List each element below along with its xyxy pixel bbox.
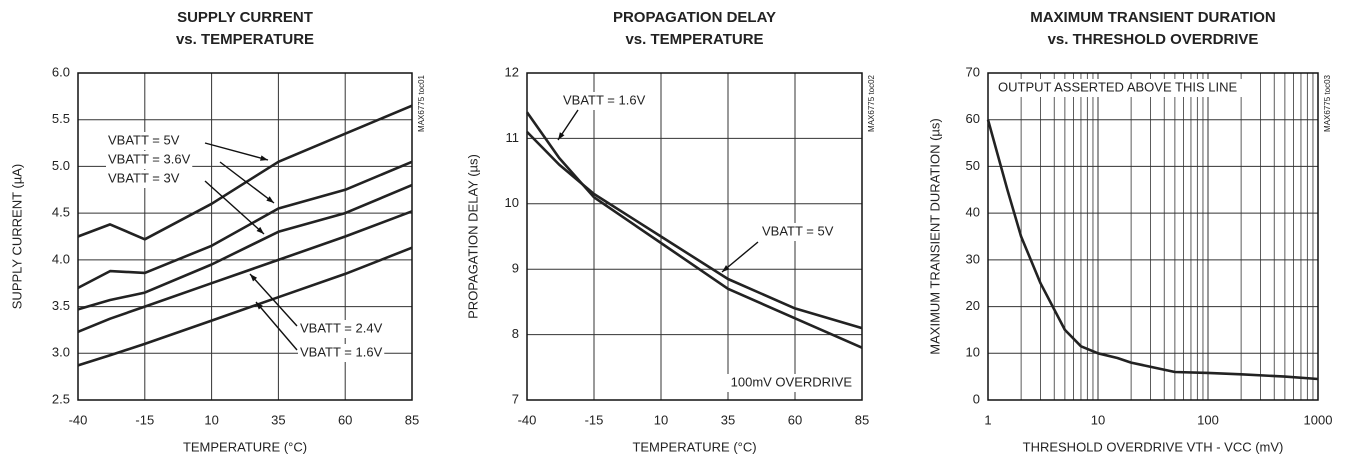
chart-title: SUPPLY CURRENT (177, 9, 313, 26)
x-tick-label: -40 (518, 412, 537, 427)
label-arrow (721, 241, 759, 273)
arrow-head (722, 265, 730, 272)
y-axis-label: PROPAGATION DELAY (µs) (465, 154, 480, 319)
series-line (77, 160, 413, 290)
chart-title: vs. THRESHOLD OVERDRIVE (1048, 31, 1259, 48)
arrow-head (266, 196, 274, 203)
y-tick-label: 5.5 (52, 111, 70, 126)
plot-frame (987, 72, 1319, 401)
series-label: VBATT = 1.6V (300, 344, 383, 359)
chart-id: MAX6775 toc01 (417, 74, 426, 131)
x-tick-label: 100 (1197, 412, 1219, 427)
arrow-head (256, 226, 264, 234)
y-axis-label: MAXIMUM TRANSIENT DURATION (µs) (927, 118, 942, 354)
chart-title: vs. TEMPERATURE (625, 31, 763, 48)
arrow-head (260, 155, 268, 161)
series-line (525, 111, 863, 349)
label-bg (298, 320, 385, 338)
x-tick-label: 60 (338, 412, 352, 427)
x-tick-label: 60 (788, 412, 802, 427)
x-tick-label: 35 (721, 412, 735, 427)
label-bg (561, 92, 648, 110)
chart-title: MAXIMUM TRANSIENT DURATION (1030, 9, 1276, 26)
series-label: VBATT = 3V (108, 170, 180, 185)
y-tick-label: 4.0 (52, 251, 70, 266)
chart-title: vs. TEMPERATURE (176, 31, 314, 48)
series-line (77, 104, 413, 241)
x-tick-label: 10 (654, 412, 668, 427)
label-bg (298, 344, 385, 362)
arrow-head (250, 274, 258, 282)
annotation-bg (712, 374, 856, 392)
y-tick-label: 50 (966, 158, 980, 173)
y-tick-label: 9 (512, 261, 519, 276)
y-tick-label: 70 (966, 64, 980, 79)
y-tick-label: 10 (966, 345, 980, 360)
y-tick-label: 7 (512, 391, 519, 406)
label-bg (106, 151, 193, 169)
series-label: VBATT = 1.6V (563, 92, 646, 107)
x-axis-label: THRESHOLD OVERDRIVE VTH - VCC (mV) (1023, 439, 1284, 454)
annotation: 100mV OVERDRIVE (731, 374, 853, 389)
series-line (526, 130, 863, 330)
y-tick-label: 8 (512, 326, 519, 341)
x-tick-label: 1000 (1304, 412, 1333, 427)
x-tick-label: 10 (204, 412, 218, 427)
label-bg (106, 132, 182, 150)
y-tick-label: 3.5 (52, 298, 70, 313)
chart-id: MAX6775 toc02 (867, 74, 876, 131)
x-tick-label: 1 (984, 412, 991, 427)
label-arrow (219, 161, 275, 204)
label-bg (760, 223, 836, 241)
annotation: OUTPUT ASSERTED ABOVE THIS LINE (998, 79, 1237, 94)
series-line (986, 119, 1319, 381)
series-label: VBATT = 5V (762, 223, 834, 238)
x-axis-label: TEMPERATURE (°C) (183, 439, 307, 454)
y-tick-label: 60 (966, 111, 980, 126)
y-tick-label: 10 (505, 195, 519, 210)
x-tick-label: 10 (1091, 412, 1105, 427)
annotation-bg (994, 79, 1256, 97)
x-axis-label: TEMPERATURE (°C) (632, 439, 756, 454)
series-line (77, 210, 413, 334)
x-tick-label: -15 (135, 412, 154, 427)
plot-frame (526, 72, 863, 401)
chart-id: MAX6775 toc03 (1323, 74, 1332, 131)
x-tick-label: -15 (585, 412, 604, 427)
y-axis-label: SUPPLY CURRENT (µA) (9, 164, 24, 309)
label-arrow (249, 273, 298, 327)
label-arrow (255, 301, 298, 351)
series-line (77, 246, 413, 367)
series-label: VBATT = 2.4V (300, 320, 383, 335)
x-tick-label: 85 (405, 412, 419, 427)
label-arrow (204, 180, 265, 235)
arrow-head (558, 132, 565, 140)
label-arrow (204, 142, 269, 161)
y-tick-label: 3.0 (52, 345, 70, 360)
series-label: VBATT = 5V (108, 132, 180, 147)
y-tick-label: 20 (966, 298, 980, 313)
y-tick-label: 4.5 (52, 205, 70, 220)
x-tick-label: 85 (855, 412, 869, 427)
y-tick-label: 12 (505, 64, 519, 79)
y-tick-label: 0 (973, 391, 980, 406)
y-tick-label: 5.0 (52, 158, 70, 173)
y-tick-label: 30 (966, 251, 980, 266)
y-tick-label: 40 (966, 205, 980, 220)
arrow-head (256, 302, 263, 310)
y-tick-label: 11 (506, 130, 520, 145)
x-tick-label: -40 (69, 412, 88, 427)
series-label: VBATT = 3.6V (108, 151, 191, 166)
x-tick-label: 35 (271, 412, 285, 427)
series-line (77, 183, 413, 311)
y-tick-label: 2.5 (52, 391, 70, 406)
y-tick-label: 6.0 (52, 64, 70, 79)
label-bg (106, 170, 182, 188)
chart-title: PROPAGATION DELAY (613, 9, 776, 26)
